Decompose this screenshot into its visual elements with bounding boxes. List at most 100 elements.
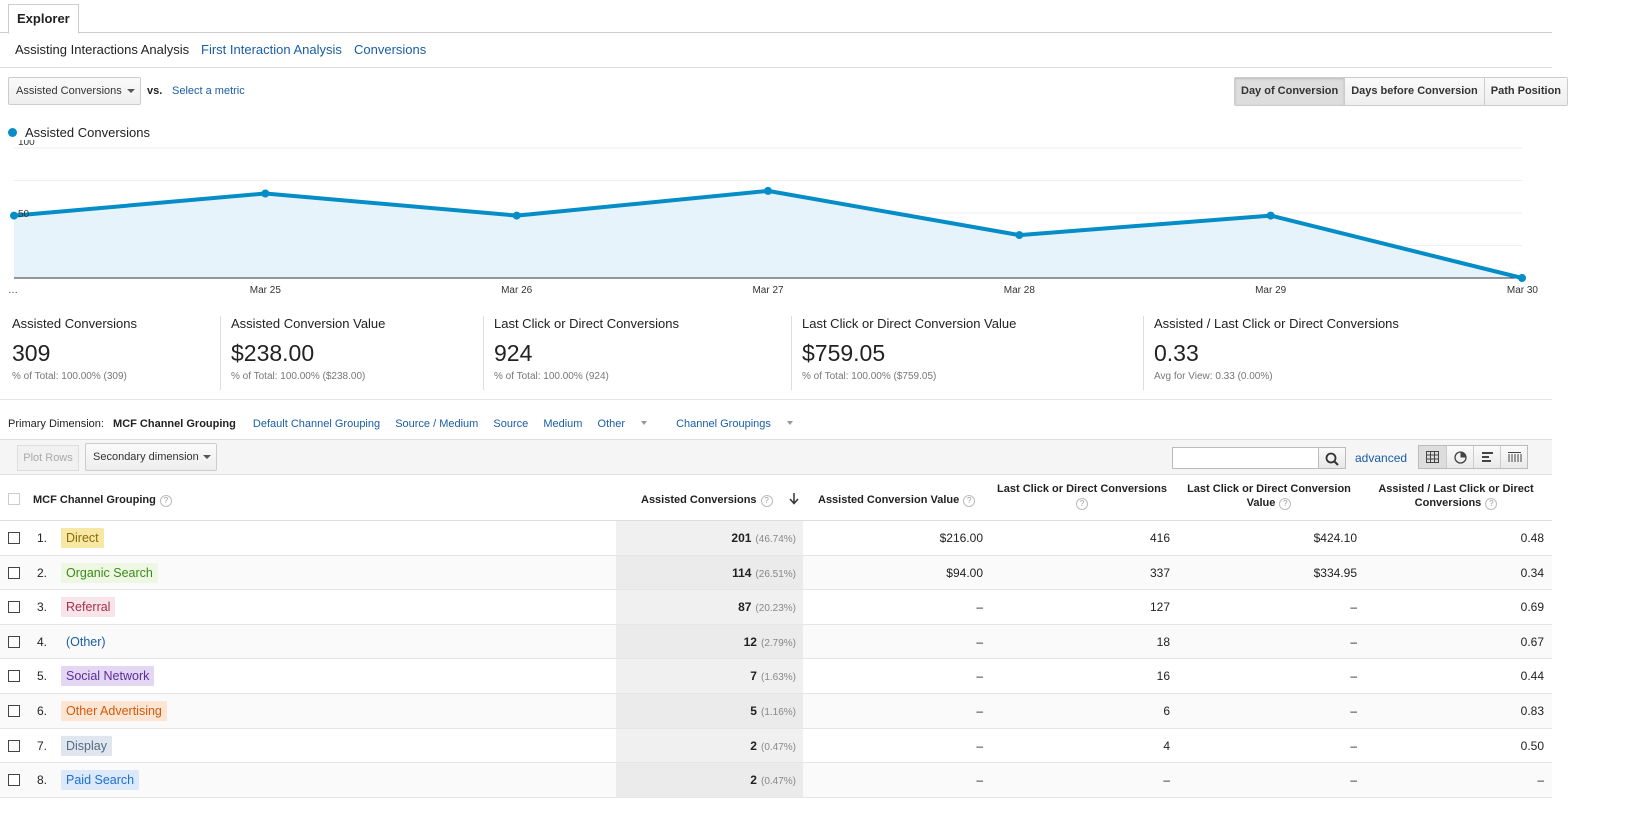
x-tick-label: Mar 25 xyxy=(250,285,282,296)
subtab-conversions[interactable]: Conversions xyxy=(354,42,427,57)
table-row[interactable]: 7. Display 2 (0.47%) – 4 – 0.50 xyxy=(0,728,1552,764)
select-all-checkbox[interactable] xyxy=(8,493,20,505)
table-row[interactable]: 3. Referral 87 (20.23%) – 127 – 0.69 xyxy=(0,590,1552,625)
header-assisted-conversions[interactable]: Assisted Conversions? xyxy=(641,494,773,507)
table-grid-icon xyxy=(1426,451,1439,463)
advanced-filter-link[interactable]: advanced xyxy=(1355,451,1408,465)
header-last-click-conversions[interactable]: Last Click or Direct Conversions ? xyxy=(993,483,1171,510)
table-row[interactable]: 2. Organic Search 114 (26.51%) $94.00 337 $334… xyxy=(0,555,1552,591)
metric-dropdown[interactable]: Assisted Conversions xyxy=(8,77,141,105)
scorecard-label: Assisted Conversion Value xyxy=(231,316,386,331)
assisted-conversion-value-cell: – xyxy=(976,773,983,788)
row-checkbox[interactable] xyxy=(8,704,20,717)
assisted-conversions-cell: 2 (0.47%) xyxy=(750,739,796,753)
data-point xyxy=(764,186,772,195)
last-click-conversions-cell: 127 xyxy=(1149,600,1170,615)
plot-rows-button[interactable]: Plot Rows xyxy=(17,445,79,471)
primary-dimension-bar: Primary Dimension: MCF Channel Grouping … xyxy=(8,418,805,430)
assisted-ratio-cell: 0.34 xyxy=(1520,565,1544,580)
x-tick-label: Mar 26 xyxy=(501,285,533,296)
dimension-other-dropdown[interactable]: Other xyxy=(598,418,648,430)
tab-explorer[interactable]: Explorer xyxy=(8,4,79,34)
series-area xyxy=(14,190,1522,278)
scorecard-assisted-conversions: Assisted Conversions 309 % of Total: 100… xyxy=(2,316,221,390)
dimension-source[interactable]: Source xyxy=(493,418,529,430)
dimension-medium[interactable]: Medium xyxy=(543,418,583,430)
pivot-view-button[interactable] xyxy=(1500,446,1527,468)
last-click-conversion-value-cell: – xyxy=(1350,600,1357,615)
last-click-conversion-value-cell: – xyxy=(1350,773,1357,788)
assisted-ratio-cell: 0.44 xyxy=(1520,669,1544,684)
row-checkbox[interactable] xyxy=(8,566,20,579)
channel-name-link[interactable]: (Other) xyxy=(66,634,106,649)
day-of-conversion-button[interactable]: Day of Conversion xyxy=(1235,78,1345,105)
assisted-conversions-cell: 5 (1.16%) xyxy=(750,704,796,718)
last-click-conversions-cell: – xyxy=(1163,773,1170,788)
header-mcf-channel-grouping[interactable]: MCF Channel Grouping? xyxy=(33,494,172,507)
sort-descending-icon[interactable] xyxy=(789,492,799,505)
tab-strip: Explorer xyxy=(0,0,1552,34)
help-icon[interactable]: ? xyxy=(1279,498,1292,510)
row-checkbox[interactable] xyxy=(8,532,20,544)
assisted-conversions-cell: 201 (46.74%) xyxy=(731,531,796,545)
path-position-button[interactable]: Path Position xyxy=(1483,78,1568,105)
secondary-dimension-dropdown[interactable]: Secondary dimension xyxy=(85,443,217,471)
performance-view-button[interactable] xyxy=(1473,446,1500,468)
data-table-view-button[interactable] xyxy=(1419,446,1446,468)
sorted-column-bg xyxy=(616,555,803,590)
days-before-conversion-button[interactable]: Days before Conversion xyxy=(1344,78,1484,105)
table-row[interactable]: 1. Direct 201 (46.74%) $216.00 416 $424.10 0.48 xyxy=(0,521,1552,556)
channel-name-link[interactable]: Other Advertising xyxy=(61,700,167,721)
pie-chart-icon xyxy=(1453,450,1467,464)
assisted-value: 12 xyxy=(743,634,757,649)
subtab-first-interaction[interactable]: First Interaction Analysis xyxy=(201,42,342,57)
channel-name-link[interactable]: Paid Search xyxy=(61,770,140,791)
scorecard-sub: % of Total: 100.00% ($238.00) xyxy=(231,371,366,382)
x-tick-label: Mar 30 xyxy=(1507,285,1539,296)
select-metric-link[interactable]: Select a metric xyxy=(172,85,245,97)
table-view-switcher xyxy=(1418,445,1528,469)
scorecards: Assisted Conversions 309 % of Total: 100… xyxy=(0,308,1552,400)
channel-groupings-dropdown[interactable]: Channel Groupings xyxy=(676,418,793,430)
dimension-source-medium[interactable]: Source / Medium xyxy=(395,418,479,430)
x-tick-label: Mar 28 xyxy=(1004,285,1036,296)
header-assisted-last-click-ratio[interactable]: Assisted / Last Click or Direct Conversi… xyxy=(1366,483,1546,510)
sorted-column-bg xyxy=(616,763,803,797)
scorecard-value: 309 xyxy=(12,340,51,366)
assisted-conversions-cell: 12 (2.79%) xyxy=(744,635,796,649)
percentage-view-button[interactable] xyxy=(1446,446,1473,468)
table-row[interactable]: 5. Social Network 7 (1.63%) – 16 – 0.44 xyxy=(0,659,1552,694)
row-checkbox[interactable] xyxy=(8,635,20,648)
table-row[interactable]: 4. (Other) 12 (2.79%) – 18 – 0.67 xyxy=(0,624,1552,660)
row-checkbox[interactable] xyxy=(8,774,20,787)
row-index: 4. xyxy=(37,634,48,649)
table-row[interactable]: 8. Paid Search 2 (0.47%) – – – – xyxy=(0,763,1552,798)
row-checkbox[interactable] xyxy=(8,739,20,752)
row-index: 1. xyxy=(37,531,48,545)
table-search-input[interactable] xyxy=(1172,447,1319,469)
help-icon[interactable]: ? xyxy=(1485,498,1498,510)
row-checkbox[interactable] xyxy=(8,670,20,683)
search-icon xyxy=(1325,452,1339,466)
assisted-value: 201 xyxy=(731,531,752,545)
table-row[interactable]: 6. Other Advertising 5 (1.16%) – 6 – 0.83 xyxy=(0,693,1552,729)
header-assisted-conversion-value[interactable]: Assisted Conversion Value? xyxy=(818,494,976,507)
help-icon[interactable]: ? xyxy=(159,495,172,507)
channel-name-link[interactable]: Social Network xyxy=(61,666,155,687)
data-point xyxy=(512,211,521,220)
help-icon[interactable]: ? xyxy=(760,495,773,507)
search-button[interactable] xyxy=(1319,447,1346,469)
dimension-mcf-channel-grouping[interactable]: MCF Channel Grouping xyxy=(113,418,236,430)
sorted-column-bg xyxy=(616,659,803,693)
row-checkbox[interactable] xyxy=(8,601,20,614)
channel-name-link[interactable]: Referral xyxy=(61,597,116,618)
header-last-click-conversion-value[interactable]: Last Click or Direct Conversion Value? xyxy=(1180,483,1358,510)
pivot-icon xyxy=(1507,452,1521,462)
help-icon[interactable]: ? xyxy=(963,495,976,507)
channel-name-link[interactable]: Organic Search xyxy=(61,562,158,583)
channel-name-link[interactable]: Display xyxy=(61,735,112,756)
dimension-default-channel-grouping[interactable]: Default Channel Grouping xyxy=(252,418,381,430)
help-icon[interactable]: ? xyxy=(1076,498,1088,510)
channel-name-link[interactable]: Direct xyxy=(61,528,104,548)
subtab-assisting-interactions[interactable]: Assisting Interactions Analysis xyxy=(15,42,190,57)
